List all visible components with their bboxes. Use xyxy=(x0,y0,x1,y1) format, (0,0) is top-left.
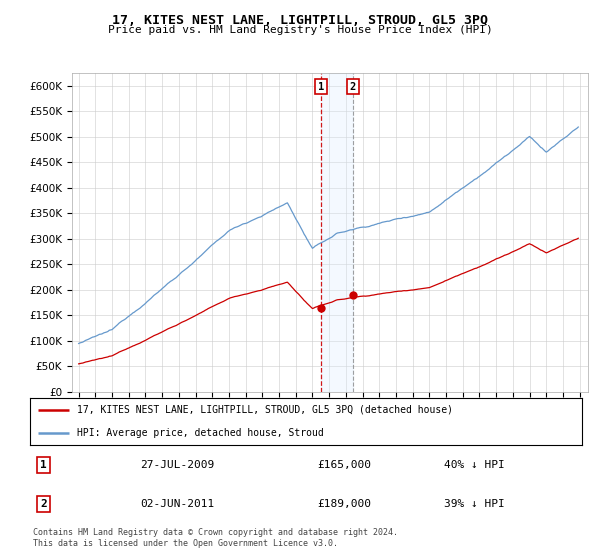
Text: This data is licensed under the Open Government Licence v3.0.: This data is licensed under the Open Gov… xyxy=(33,539,338,548)
Text: 39% ↓ HPI: 39% ↓ HPI xyxy=(444,499,505,509)
Text: 17, KITES NEST LANE, LIGHTPILL, STROUD, GL5 3PQ: 17, KITES NEST LANE, LIGHTPILL, STROUD, … xyxy=(112,14,488,27)
Text: 1: 1 xyxy=(317,82,324,92)
Text: 1: 1 xyxy=(40,460,47,470)
Text: 17, KITES NEST LANE, LIGHTPILL, STROUD, GL5 3PQ (detached house): 17, KITES NEST LANE, LIGHTPILL, STROUD, … xyxy=(77,404,453,414)
Text: HPI: Average price, detached house, Stroud: HPI: Average price, detached house, Stro… xyxy=(77,428,323,438)
Text: 27-JUL-2009: 27-JUL-2009 xyxy=(140,460,215,470)
Bar xyxy=(321,73,353,392)
Text: 40% ↓ HPI: 40% ↓ HPI xyxy=(444,460,505,470)
Text: Price paid vs. HM Land Registry's House Price Index (HPI): Price paid vs. HM Land Registry's House … xyxy=(107,25,493,35)
Text: 02-JUN-2011: 02-JUN-2011 xyxy=(140,499,215,509)
Text: £189,000: £189,000 xyxy=(317,499,371,509)
Text: 2: 2 xyxy=(350,82,356,92)
Text: £165,000: £165,000 xyxy=(317,460,371,470)
Text: 2: 2 xyxy=(40,499,47,509)
Text: Contains HM Land Registry data © Crown copyright and database right 2024.: Contains HM Land Registry data © Crown c… xyxy=(33,528,398,536)
